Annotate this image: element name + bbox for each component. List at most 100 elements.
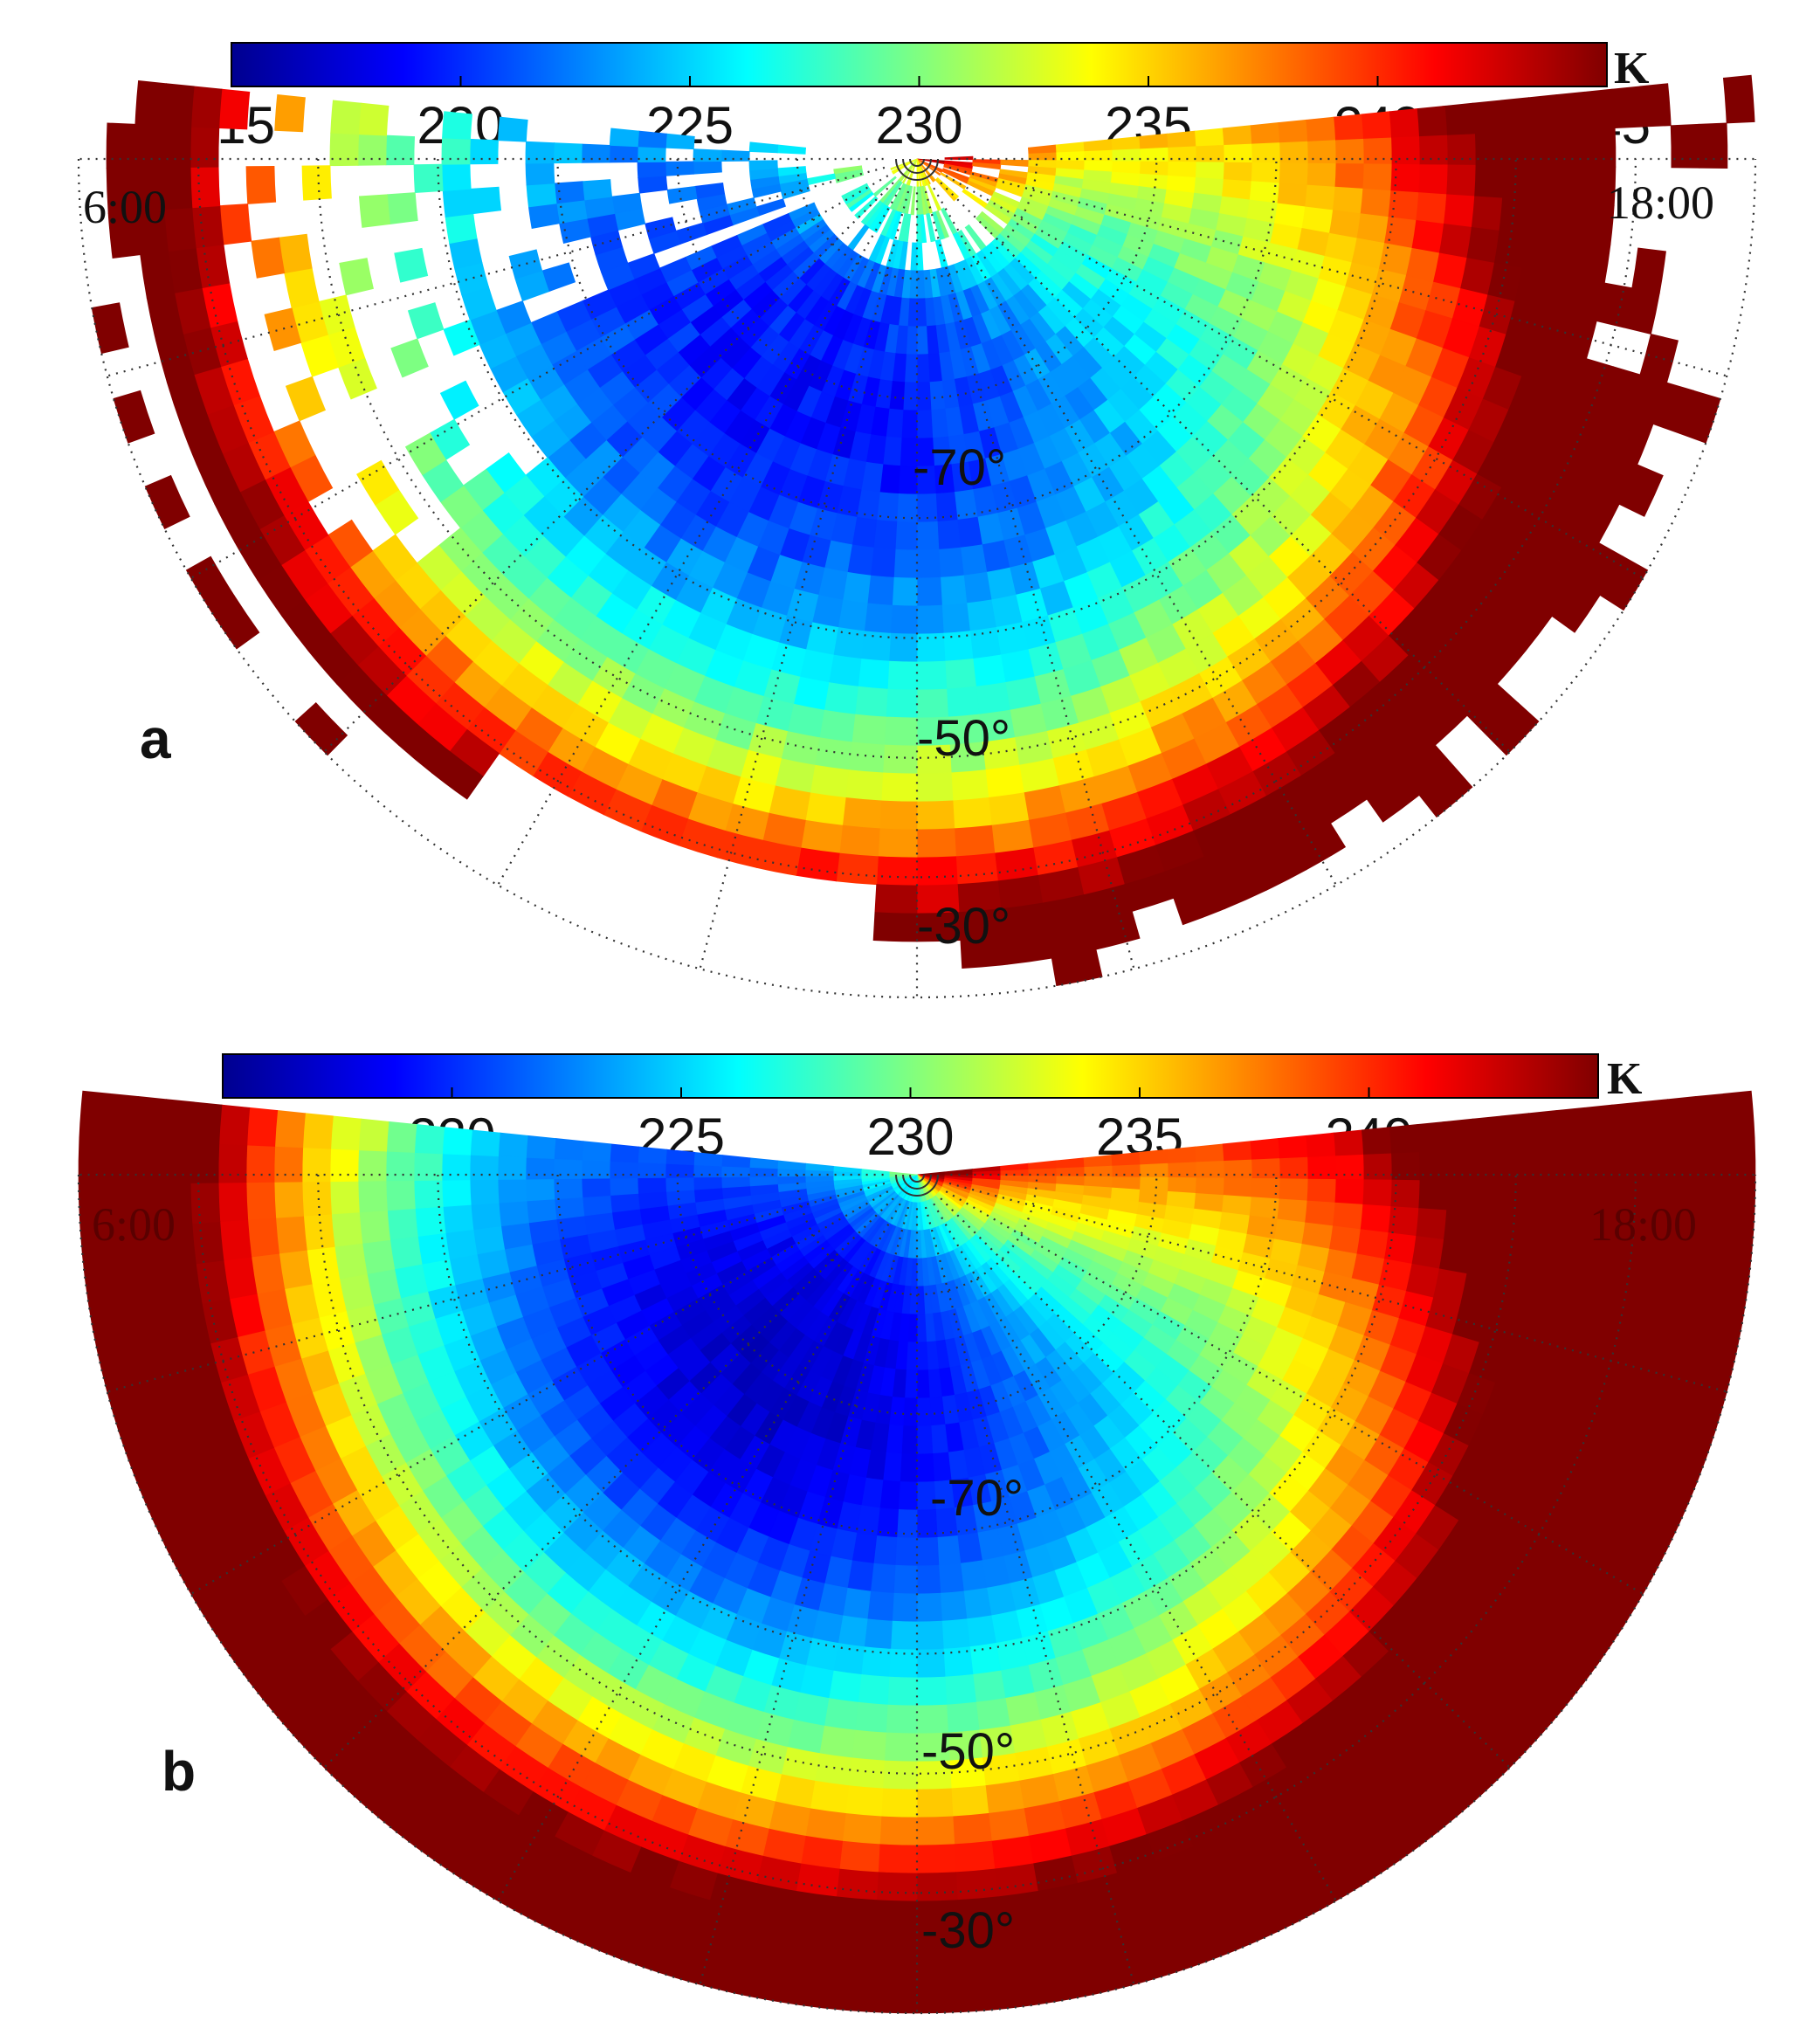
heatmap-cell	[879, 800, 918, 831]
heatmap-cell	[1443, 1210, 1476, 1244]
heatmap-cell	[928, 1396, 946, 1427]
local-time-meridian	[940, 182, 1511, 753]
heatmap-cell	[902, 1397, 918, 1427]
heatmap-cell	[894, 1536, 918, 1567]
heatmap-cell	[470, 1202, 502, 1231]
heatmap-cell	[665, 1176, 695, 1192]
heatmap-cell	[1466, 1242, 1500, 1280]
heatmap-cell	[1055, 1157, 1086, 1169]
heatmap-cell	[1670, 123, 1700, 169]
panel-label-b: b	[162, 1740, 196, 1803]
heatmap-cell	[842, 797, 882, 830]
heatmap-cell	[445, 1229, 478, 1260]
heatmap-cell	[303, 1213, 335, 1251]
heatmap-cell	[1614, 1142, 1644, 1183]
heatmap-cell	[1278, 1135, 1309, 1160]
heatmap-cell	[1277, 183, 1308, 208]
heatmap-cell	[1418, 1180, 1449, 1211]
heatmap-cell	[301, 1147, 332, 1183]
heatmap-cell	[1249, 1197, 1280, 1220]
heatmap-cell	[442, 188, 474, 218]
heatmap-cell	[1722, 74, 1755, 124]
heatmap-cell	[952, 797, 992, 830]
heatmap-cell	[1335, 1154, 1365, 1181]
heatmap-cell	[1361, 111, 1392, 140]
heatmap-cell	[358, 1118, 390, 1152]
heatmap-cell	[927, 183, 942, 211]
local-time-meridian	[699, 190, 910, 969]
heatmap-cell	[1363, 137, 1393, 165]
heatmap-cell	[960, 1560, 988, 1592]
time-label-18-b: 18:00	[1589, 1198, 1697, 1251]
heatmap-cell	[247, 1217, 279, 1258]
heatmap-cell	[954, 1840, 996, 1873]
heatmap-cell	[1418, 164, 1449, 196]
heatmap-cell	[1493, 230, 1528, 269]
heatmap-cell	[390, 1236, 423, 1270]
heatmap-cell	[890, 604, 918, 635]
heatmap-cell	[864, 1618, 893, 1650]
heatmap-cell	[848, 1757, 886, 1790]
heatmap-cell	[1618, 464, 1664, 517]
heatmap-cell	[984, 1780, 1024, 1814]
heatmap-cell	[1500, 97, 1532, 134]
heatmap-cell	[190, 1182, 221, 1224]
local-time-meridian	[497, 1203, 901, 1901]
heatmap-cell	[1167, 161, 1197, 178]
heatmap-cell	[1361, 1127, 1392, 1155]
heatmap-cell	[810, 1780, 850, 1814]
colorbar-tick-label: 230	[875, 96, 962, 155]
heatmap-cell	[878, 1844, 918, 1874]
heatmap-cell	[245, 1181, 277, 1220]
heatmap-cell	[796, 847, 840, 882]
lat-label-30-a: -30°	[917, 898, 1010, 955]
local-time-meridian	[933, 187, 1337, 886]
latitude-circle	[77, 158, 1757, 999]
heatmap-cell	[1611, 86, 1644, 129]
heatmap-cell	[804, 1162, 834, 1172]
heatmap-cell	[407, 302, 445, 340]
heatmap-cell	[1720, 1228, 1755, 1279]
heatmap-cell	[1529, 165, 1561, 203]
heatmap-cell	[508, 249, 543, 279]
heatmap-cell	[1223, 1177, 1253, 1198]
heatmap-cell	[1639, 1099, 1672, 1143]
heatmap-cell	[936, 1535, 962, 1566]
heatmap-cell	[916, 1620, 944, 1651]
heatmap-cell	[1390, 163, 1421, 194]
heatmap-cell	[885, 688, 918, 719]
heatmap-cell	[190, 86, 223, 129]
heatmap-cell	[880, 772, 918, 803]
heatmap-cell	[1692, 1226, 1727, 1275]
heatmap-cell	[1332, 186, 1364, 215]
heatmap-cell	[916, 1648, 946, 1679]
heatmap-cell	[1695, 1093, 1727, 1141]
heatmap-cell	[854, 686, 888, 718]
heatmap-cell	[848, 742, 886, 774]
heatmap-cell	[190, 126, 220, 168]
heatmap-cell	[441, 163, 472, 191]
heatmap-cell	[1139, 161, 1169, 176]
heatmap-cell	[357, 1180, 388, 1213]
heatmap-cell	[916, 1369, 930, 1399]
heatmap-cell	[525, 1178, 555, 1202]
heatmap-cell	[219, 204, 252, 245]
heatmap-cell	[162, 125, 192, 169]
heatmap-cell	[832, 1896, 878, 1929]
heatmap-cell	[1642, 1141, 1672, 1184]
heatmap-cell	[1639, 83, 1672, 128]
heatmap-cell	[162, 167, 193, 210]
heatmap-cell	[1307, 140, 1337, 164]
heatmap-cell	[218, 88, 251, 130]
pole-ring	[909, 158, 925, 167]
heatmap-cell	[675, 222, 707, 245]
heatmap-cell	[1000, 1665, 1035, 1699]
heatmap-cell	[936, 519, 962, 550]
heatmap-cell	[893, 1564, 918, 1595]
heatmap-cell	[996, 622, 1029, 656]
heatmap-cell	[880, 1788, 918, 1818]
polar-grid-a	[77, 158, 1757, 999]
local-time-meridian	[948, 166, 1727, 377]
heatmap-cell	[386, 192, 418, 224]
heatmap-cell	[1390, 1179, 1421, 1210]
